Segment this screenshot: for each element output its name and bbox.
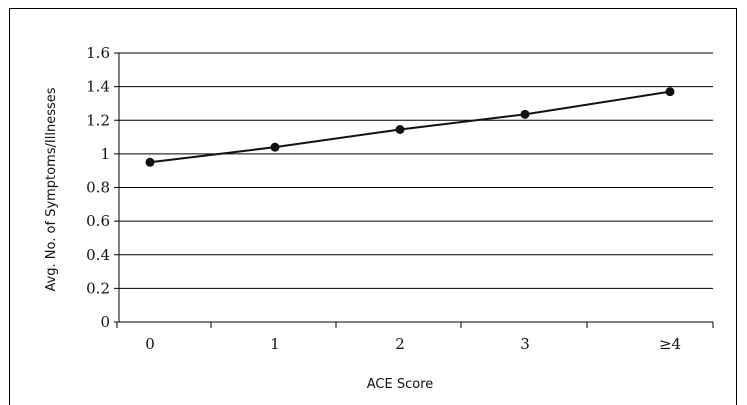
y-tick-label: 1.4 xyxy=(86,78,110,96)
grid-lines xyxy=(119,52,713,289)
x-tick-label: 2 xyxy=(395,335,405,353)
series-line xyxy=(149,90,671,164)
y-tick-label: 1.2 xyxy=(86,111,110,129)
data-point xyxy=(270,142,280,152)
data-point xyxy=(145,157,155,167)
axes xyxy=(114,52,714,328)
y-tick-label: 0 xyxy=(100,313,110,331)
x-tick-label: 3 xyxy=(520,335,530,353)
data-point xyxy=(395,124,405,134)
x-tick-label: ≥4 xyxy=(659,335,681,353)
chart-frame xyxy=(9,8,737,405)
y-axis-title: Avg. No. of Symptoms/Illnesses xyxy=(44,87,59,291)
y-tick-label: 1 xyxy=(100,145,110,163)
data-point xyxy=(520,109,530,119)
y-tick-label: 0.4 xyxy=(86,246,110,264)
x-tick-label: 1 xyxy=(270,335,280,353)
x-axis-title: ACE Score xyxy=(367,377,434,392)
y-tick-label: 0.8 xyxy=(86,179,110,197)
data-point xyxy=(665,87,675,97)
y-tick-label: 0.6 xyxy=(86,212,110,230)
data-series xyxy=(145,87,675,167)
x-tick-label: 0 xyxy=(145,335,155,353)
y-tick-label: 1.6 xyxy=(86,44,110,62)
y-tick-label: 0.2 xyxy=(86,279,110,297)
y-tick-labels: 0 0.2 0.4 0.6 0.8 1 1.2 1.4 1.6 xyxy=(86,44,110,331)
x-tick-labels: 0 1 2 3 ≥4 xyxy=(145,335,681,353)
